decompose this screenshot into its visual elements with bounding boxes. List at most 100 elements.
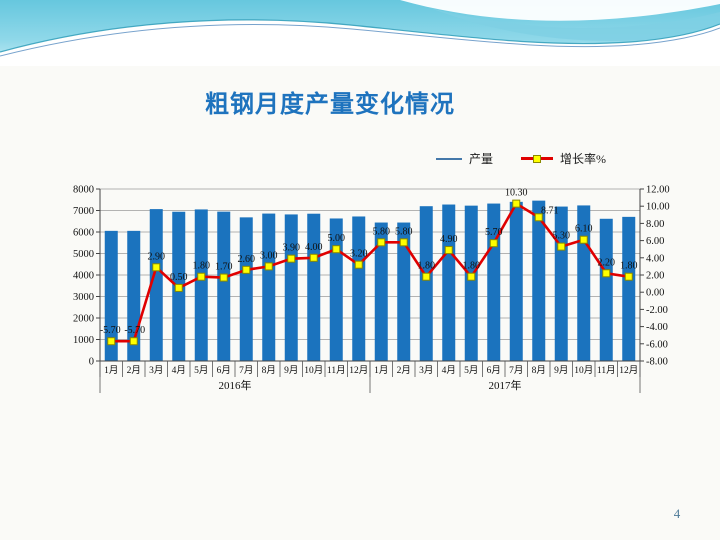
month-label-23: 12月 — [619, 365, 638, 376]
yellow-square-marker-icon — [533, 155, 542, 163]
growth-marker-1 — [129, 337, 138, 346]
right-axis-label--8.00: -8.00 — [646, 357, 668, 368]
bar-2月-13 — [397, 222, 411, 361]
month-label-18: 7月 — [509, 365, 523, 376]
right-axis-label-12.00: 12.00 — [646, 185, 670, 196]
growth-marker-22 — [602, 269, 611, 278]
right-axis-label-4.00: 4.00 — [646, 253, 664, 264]
month-label-16: 5月 — [464, 365, 478, 376]
bar-5月-4 — [194, 209, 208, 361]
data-label-20: 5.30 — [553, 231, 571, 242]
data-label-0: -5.70 — [100, 325, 121, 336]
left-axis-label-2000: 2000 — [73, 314, 94, 325]
bar-5月-16 — [464, 205, 478, 361]
month-label-4: 5月 — [194, 365, 208, 376]
chart-legend: 产量 增长率% — [436, 150, 606, 167]
month-label-1: 2月 — [127, 365, 141, 376]
left-axis-label-0: 0 — [89, 357, 94, 368]
growth-marker-6 — [242, 265, 251, 274]
growth-marker-0 — [107, 337, 116, 346]
right-axis-label--6.00: -6.00 — [646, 339, 668, 350]
month-label-5: 6月 — [217, 365, 231, 376]
bar-7月-6 — [239, 217, 253, 361]
data-label-11: 3.20 — [350, 249, 368, 260]
data-label-10: 5.00 — [328, 233, 346, 244]
bar-10月-9 — [307, 213, 321, 361]
left-axis-label-8000: 8000 — [73, 185, 94, 196]
year-label-2016年: 2016年 — [219, 378, 252, 392]
left-axis-label-4000: 4000 — [73, 271, 94, 282]
bar-11月-10 — [329, 218, 343, 361]
growth-marker-23 — [624, 272, 633, 281]
growth-marker-9 — [309, 253, 318, 262]
growth-marker-11 — [354, 260, 363, 269]
data-label-1: -5.70 — [124, 325, 145, 336]
growth-marker-2 — [152, 263, 161, 272]
month-label-17: 6月 — [487, 365, 501, 376]
growth-marker-18 — [512, 199, 521, 208]
month-label-11: 12月 — [349, 365, 368, 376]
legend-item-growth: 增长率% — [521, 150, 606, 167]
month-label-20: 9月 — [554, 365, 568, 376]
bar-1月-0 — [104, 230, 118, 361]
left-axis-label-1000: 1000 — [73, 335, 94, 346]
blue-line-swatch-icon — [436, 157, 462, 160]
data-label-2: 2.90 — [148, 251, 166, 262]
data-label-13: 5.80 — [395, 226, 413, 237]
month-label-10: 11月 — [327, 365, 346, 376]
bar-3月-14 — [419, 206, 433, 361]
right-axis-label-6.00: 6.00 — [646, 236, 664, 247]
growth-marker-21 — [579, 235, 588, 244]
bar-8月-19 — [532, 200, 546, 361]
banner-top-swoosh — [400, 0, 720, 21]
right-axis-label-0.00: 0.00 — [646, 288, 664, 299]
month-label-2: 3月 — [149, 365, 163, 376]
growth-marker-5 — [219, 273, 228, 282]
left-axis-label-6000: 6000 — [73, 228, 94, 239]
banner-blue-curve — [0, 23, 720, 57]
legend-item-production: 产量 — [436, 150, 493, 167]
left-axis-label-5000: 5000 — [73, 249, 94, 260]
data-label-15: 4.90 — [440, 234, 458, 245]
data-label-3: 0.50 — [170, 272, 188, 283]
growth-marker-17 — [489, 239, 498, 248]
month-label-19: 8月 — [532, 365, 546, 376]
month-label-22: 11月 — [597, 365, 616, 376]
growth-marker-19 — [534, 213, 543, 222]
data-label-14: 1.80 — [418, 261, 436, 272]
growth-marker-8 — [287, 254, 296, 263]
growth-marker-15 — [444, 246, 453, 255]
page-number: 4 — [673, 506, 681, 521]
data-label-22: 2.20 — [598, 257, 616, 268]
right-axis-label-2.00: 2.00 — [646, 271, 664, 282]
growth-marker-3 — [174, 283, 183, 292]
right-axis-label--2.00: -2.00 — [646, 305, 668, 316]
growth-marker-16 — [467, 272, 476, 281]
bar-4月-15 — [442, 204, 456, 361]
bar-6月-5 — [217, 211, 231, 361]
red-line-swatch-icon — [521, 155, 554, 163]
right-axis-label-8.00: 8.00 — [646, 219, 664, 230]
banner-bottom-swoosh — [0, 19, 720, 66]
month-label-15: 4月 — [442, 365, 456, 376]
growth-marker-12 — [377, 238, 386, 247]
bar-7月-18 — [509, 201, 523, 361]
bar-9月-8 — [284, 214, 298, 361]
data-label-5: 1.70 — [215, 262, 233, 273]
header-swoosh-graphic — [0, 0, 720, 66]
data-label-18: 10.30 — [505, 188, 528, 199]
data-label-21: 6.10 — [575, 224, 593, 235]
year-label-2017年: 2017年 — [489, 378, 522, 392]
bar-12月-11 — [352, 216, 366, 361]
month-label-8: 9月 — [284, 365, 298, 376]
bar-8月-7 — [262, 213, 276, 361]
right-axis-label--4.00: -4.00 — [646, 322, 668, 333]
month-label-6: 7月 — [239, 365, 253, 376]
legend-label-growth: 增长率% — [560, 152, 607, 166]
month-label-9: 10月 — [304, 365, 323, 376]
growth-marker-20 — [557, 242, 566, 251]
right-axis-label-10.00: 10.00 — [646, 202, 670, 213]
production-growth-chart: -5.70 -5.70 2.90 0.50 1.80 1.70 2.60 3.00 3.90 4.… — [73, 185, 670, 393]
left-axis-label-7000: 7000 — [73, 206, 94, 217]
